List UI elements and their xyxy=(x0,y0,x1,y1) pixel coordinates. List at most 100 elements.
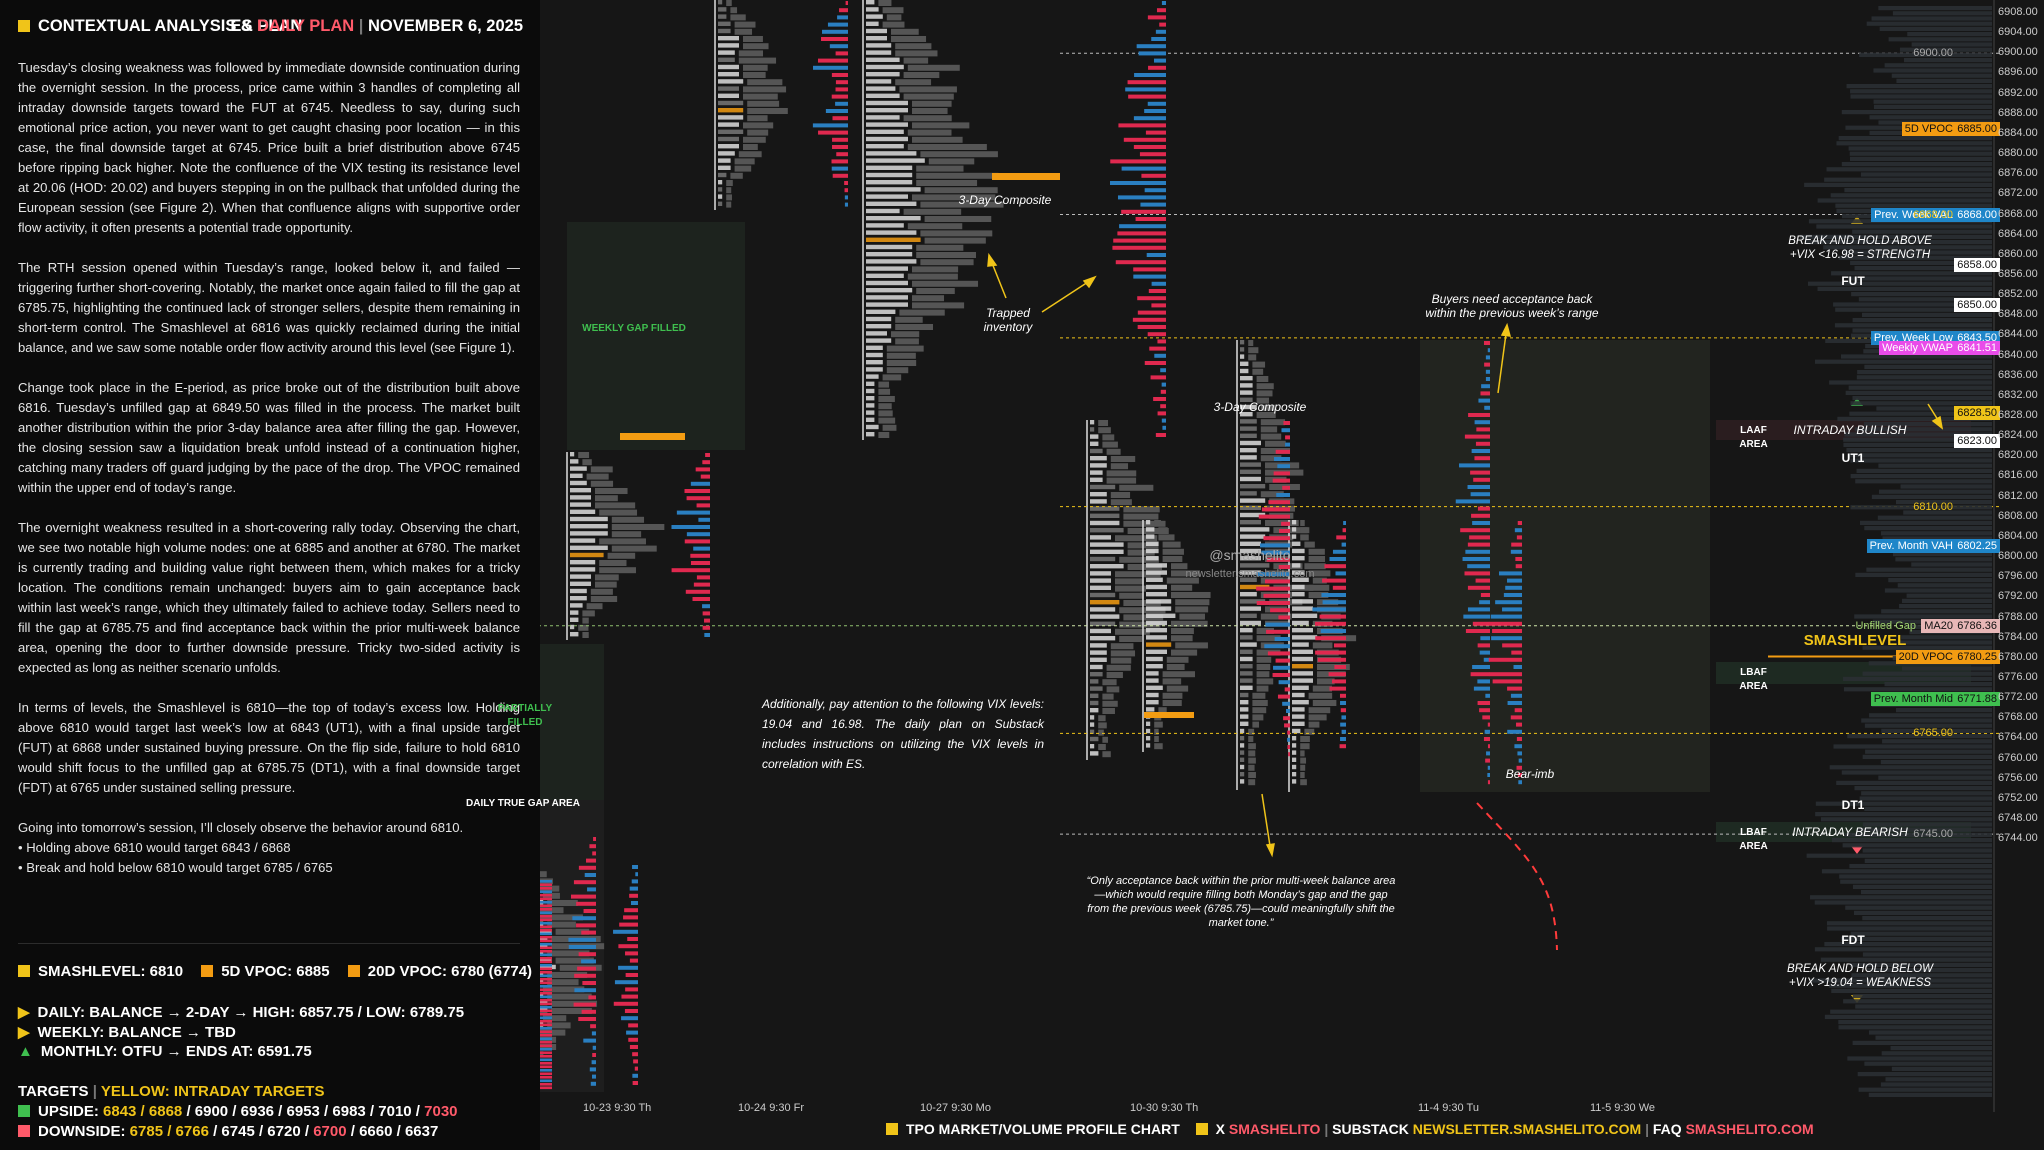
y-tick-label: 6808.00 xyxy=(1998,509,2038,522)
session-volume-bar xyxy=(1862,952,1992,957)
histogram-bar xyxy=(882,21,905,28)
volume-bar xyxy=(1282,485,1290,490)
volume-bar xyxy=(583,1038,596,1043)
session-volume-bar xyxy=(1873,68,1992,73)
volume-bar xyxy=(1480,391,1490,396)
volume-bar xyxy=(629,893,638,898)
histogram-bar xyxy=(599,509,638,516)
volume-bar xyxy=(629,958,638,963)
y-tick-label: 6892.00 xyxy=(1998,86,2038,99)
volume-bar xyxy=(540,981,552,985)
tpo-row xyxy=(866,316,892,322)
tpo-row xyxy=(866,388,875,394)
histogram-bar xyxy=(1166,577,1199,584)
tpo-row xyxy=(1240,592,1257,597)
volume-bar xyxy=(1141,173,1166,178)
footer-x-handle[interactable]: SMASHELITO xyxy=(1228,1121,1321,1137)
volume-bar xyxy=(835,101,848,106)
volume-bar xyxy=(540,1044,552,1048)
volume-bar xyxy=(1470,672,1490,677)
volume-bar xyxy=(1488,657,1522,662)
histogram-bar xyxy=(543,1015,567,1022)
tpo-row xyxy=(1292,620,1309,626)
histogram-bar xyxy=(1304,541,1315,548)
tpo-row xyxy=(1292,563,1301,568)
volume-bar xyxy=(1477,679,1490,684)
session-volume-bar xyxy=(1850,89,1992,94)
tpo-row xyxy=(866,345,883,350)
volume-bar xyxy=(1274,457,1290,461)
volume-bar xyxy=(540,943,552,946)
volume-bar xyxy=(1477,506,1490,511)
volume-bar xyxy=(1517,773,1522,777)
volume-bar xyxy=(621,1016,638,1021)
volume-bar xyxy=(704,618,710,623)
session-volume-bar xyxy=(1814,359,1992,364)
level-value: 6765.00 xyxy=(1913,727,1953,740)
histogram-bar xyxy=(1127,549,1155,556)
histogram-bar xyxy=(747,108,788,114)
volume-bar xyxy=(1459,463,1490,468)
tpo-row xyxy=(570,567,596,572)
footer-site-link[interactable]: SMASHELITO.COM xyxy=(1685,1121,1814,1137)
tpo-row xyxy=(866,165,913,170)
volume-bar xyxy=(540,911,552,915)
session-volume-bar xyxy=(1821,869,1992,874)
volume-bar xyxy=(1125,87,1166,92)
volume-bar xyxy=(1332,679,1346,684)
volume-bar xyxy=(1150,375,1166,380)
histogram-bar xyxy=(540,914,583,921)
volume-bar xyxy=(540,967,552,971)
histogram-bar xyxy=(1110,492,1131,498)
volume-bar xyxy=(1336,535,1346,540)
session-volume-bar xyxy=(1836,780,1992,785)
volume-bar xyxy=(1155,29,1166,34)
volume-bar xyxy=(630,901,638,905)
volume-bar xyxy=(1256,586,1290,591)
tpo-row xyxy=(866,338,892,343)
histogram-bar xyxy=(895,50,938,57)
y-tick-label: 6896.00 xyxy=(1998,66,2038,79)
footer-newsletter-link[interactable]: NEWSLETTER.SMASHELITO.COM xyxy=(1412,1121,1642,1137)
volume-bar xyxy=(1490,614,1522,619)
session-volume-bar xyxy=(1854,427,1992,432)
session-volume-bar xyxy=(1888,37,1992,42)
histogram-bar xyxy=(1098,420,1109,426)
session-volume-bar xyxy=(1841,110,1992,115)
volume-bar xyxy=(829,44,848,49)
tpo-row xyxy=(1240,426,1257,431)
session-volume-bar xyxy=(1831,271,1992,276)
volume-bar xyxy=(1321,593,1346,597)
session-volume-bar xyxy=(1864,723,1992,728)
volume-bar xyxy=(1256,601,1290,605)
histogram-bar xyxy=(1252,361,1266,368)
tpo-row xyxy=(1240,743,1245,748)
tpo-row xyxy=(1146,520,1151,525)
tpo-row xyxy=(1090,621,1116,626)
histogram-bar xyxy=(1162,548,1184,555)
volume-bar xyxy=(1260,543,1290,548)
tpo-row xyxy=(1240,541,1261,546)
histogram-bar xyxy=(920,259,974,266)
volume-bar xyxy=(540,1062,552,1065)
session-volume-bar xyxy=(1831,838,1992,843)
session-volume-bar xyxy=(1861,791,1992,796)
tpo-row xyxy=(1146,736,1151,741)
volume-bar xyxy=(1115,260,1166,265)
session-volume-bar xyxy=(1881,728,1992,733)
tpo-row xyxy=(540,972,544,977)
volume-bar xyxy=(540,978,552,981)
y-tick-label: 6856.00 xyxy=(1998,267,2038,280)
vpoc20-value: 20D VPOC: 6780 (6774) xyxy=(367,963,533,980)
chart-area[interactable]: WEEKLY GAP FILLED PARTIALLY FILLED DAILY… xyxy=(466,0,2044,1150)
tpo-row xyxy=(718,122,739,127)
histogram-bar xyxy=(595,581,617,588)
tpo-row xyxy=(1292,678,1313,683)
buyers-annotation: Buyers need acceptance back within the p… xyxy=(1425,292,1599,320)
histogram-bar xyxy=(1106,448,1121,455)
upside-final: 7030 xyxy=(424,1103,458,1120)
volume-bar xyxy=(1159,22,1166,27)
square-icon xyxy=(18,1125,30,1137)
volume-bar xyxy=(540,904,552,908)
ut1-label: UT1 xyxy=(1841,451,1865,465)
